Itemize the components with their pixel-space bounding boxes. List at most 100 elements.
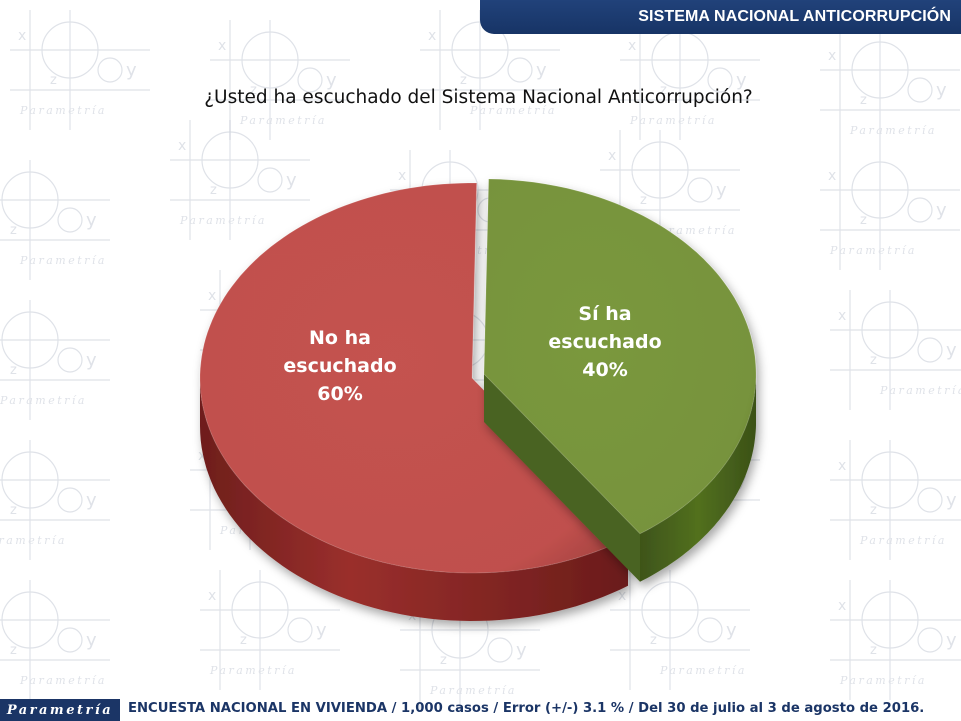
svg-text:Parametría: Parametría [19,254,107,267]
svg-text:Parametría: Parametría [239,114,327,127]
pie-slice-no-ha-escuchado [199,182,629,621]
svg-text:z: z [870,503,877,518]
svg-text:x: x [828,48,836,64]
pie-slice-top [199,182,629,574]
pie-slices [199,178,757,621]
footer-bar: Parametría ENCUESTA NACIONAL EN VIVIENDA… [0,699,961,721]
svg-text:x: x [608,148,616,164]
svg-text:y: y [86,210,97,231]
chart-question-title: ¿Usted ha escuchado del Sistema Nacional… [204,87,753,108]
svg-text:Parametría: Parametría [0,394,87,407]
svg-text:y: y [536,60,547,81]
svg-text:x: x [398,168,406,184]
svg-text:z: z [660,83,667,98]
svg-text:y: y [86,490,97,511]
svg-text:z: z [440,653,447,668]
pie-slice-si-ha-escuchado [483,178,757,582]
svg-text:y: y [936,200,947,221]
svg-text:y: y [286,170,297,191]
parametria-logo: Parametría [0,699,120,721]
pie-slice-top [483,178,757,535]
svg-text:x: x [838,598,846,614]
svg-text:y: y [126,60,137,81]
svg-text:x: x [628,38,636,54]
svg-text:z: z [870,643,877,658]
svg-text:z: z [460,73,467,88]
watermark-tile: x y z Parametría [170,120,310,240]
data-label-line: 60% [317,383,362,405]
svg-text:Parametría: Parametría [629,114,717,127]
svg-text:Parametría: Parametría [839,674,927,687]
svg-text:y: y [516,640,527,661]
svg-text:Parametría: Parametría [209,664,297,677]
data-label-si-ha-escuchado: Sí ha escuchado 40% [548,303,661,381]
svg-text:y: y [946,490,957,511]
svg-text:Parametría: Parametría [469,104,557,117]
watermark-tile: x y z Parametría [830,440,961,560]
svg-text:z: z [640,193,647,208]
svg-text:z: z [10,363,17,378]
svg-text:y: y [946,340,957,361]
svg-text:z: z [650,633,657,648]
svg-text:y: y [716,180,727,201]
svg-text:y: y [316,620,327,641]
svg-text:z: z [10,223,17,238]
svg-text:y: y [86,630,97,651]
svg-text:Parametría: Parametría [429,684,517,697]
svg-text:z: z [50,73,57,88]
data-label-line: Sí ha [578,303,631,325]
header-bar: SISTEMA NACIONAL ANTICORRUPCIÓN [480,0,961,34]
svg-text:z: z [10,643,17,658]
svg-text:x: x [208,588,216,604]
svg-text:x: x [218,38,226,54]
pie-slice-wall [640,374,756,582]
svg-text:Parametría: Parametría [659,664,747,677]
svg-text:y: y [326,70,337,91]
pie-slice-cut-face [484,374,641,582]
survey-methodology-note: ENCUESTA NACIONAL EN VIVIENDA / 1,000 ca… [128,701,925,716]
watermark-tile: x y z Parametría [830,580,961,700]
svg-text:z: z [240,633,247,648]
pie-data-labels: No ha escuchado 60% Sí ha escuchado 40% [283,303,661,405]
data-label-no-ha-escuchado: No ha escuchado 60% [283,327,396,405]
data-label-line: escuchado [283,355,396,377]
svg-text:Parametría: Parametría [0,534,67,547]
svg-text:y: y [86,350,97,371]
svg-text:Parametría: Parametría [19,674,107,687]
svg-text:x: x [178,138,186,154]
watermark-tile: x y z Parametría [200,570,340,690]
svg-text:x: x [428,28,436,44]
svg-text:Parametría: Parametría [859,534,947,547]
svg-text:z: z [250,83,257,98]
svg-text:x: x [828,168,836,184]
svg-text:x: x [838,458,846,474]
svg-text:z: z [10,503,17,518]
svg-text:x: x [18,28,26,44]
svg-text:y: y [726,620,737,641]
svg-text:Parametría: Parametría [179,214,267,227]
data-label-line: No ha [309,327,371,349]
data-label-line: escuchado [548,331,661,353]
watermark-tile: x y z Parametría [420,10,560,130]
svg-text:y: y [946,630,957,651]
svg-text:y: y [936,80,947,101]
svg-text:x: x [198,448,206,464]
svg-text:x: x [208,288,216,304]
svg-text:x: x [838,308,846,324]
svg-text:z: z [860,213,867,228]
svg-text:z: z [870,353,877,368]
header-title: SISTEMA NACIONAL ANTICORRUPCIÓN [638,8,951,25]
svg-text:Parametría: Parametría [849,124,937,137]
svg-text:z: z [210,183,217,198]
